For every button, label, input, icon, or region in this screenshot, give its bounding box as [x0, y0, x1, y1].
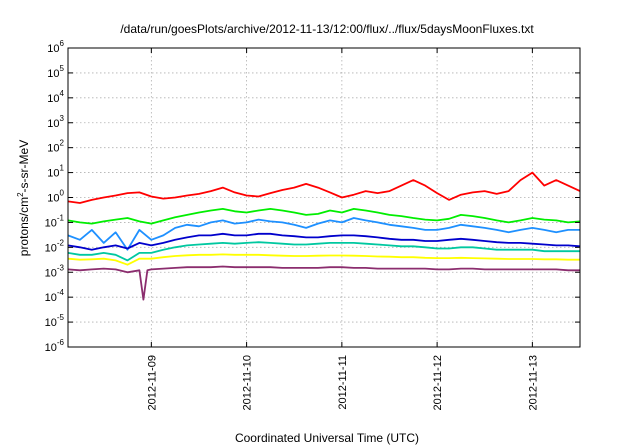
y-tick-label: 10-1 [45, 213, 65, 229]
series-line [67, 171, 581, 204]
y-tick-label-base: 10 [47, 143, 59, 155]
y-tick-label-base: 10 [47, 68, 59, 80]
y-tick-label-exponent: 4 [60, 89, 65, 98]
y-tick-label-base: 10 [45, 217, 57, 229]
x-tick-labels: 2012-11-09 2012-11-10 2012-11-11 2012-11-12… [146, 355, 539, 410]
y-tick-label: 100 [47, 189, 64, 205]
y-tick-label-base: 10 [47, 93, 59, 105]
y-tick-label: 101 [47, 164, 64, 180]
x-tick-label: 2012-11-09 [146, 355, 158, 410]
y-tick-label-base: 10 [45, 267, 57, 279]
series-line [67, 232, 581, 251]
y-tick-label-exponent: -1 [57, 213, 65, 222]
y-axis-title-part-2: -s-sr-MeV [17, 140, 31, 193]
series-line [67, 241, 580, 262]
y-tick-label-exponent: -6 [57, 338, 65, 347]
y-tick-label-base: 10 [45, 317, 57, 329]
y-tick-label-exponent: 2 [60, 139, 65, 148]
y-tick-label: 10-6 [45, 338, 65, 354]
y-tick-label-exponent: 0 [60, 189, 65, 198]
x-tick-label: 2012-11-13 [527, 355, 539, 410]
y-tick-label-exponent: 1 [60, 164, 65, 173]
series-line [67, 265, 580, 301]
x-tick-label: 2012-11-11 [337, 355, 349, 410]
y-tick-label-base: 10 [45, 242, 57, 254]
y-tick-label: 10-4 [45, 288, 65, 304]
y-tick-label: 103 [47, 114, 64, 130]
y-tick-label-base: 10 [45, 342, 57, 354]
y-tick-label-base: 10 [47, 118, 59, 130]
y-tick-label: 102 [47, 139, 64, 155]
x-tick-label: 2012-11-12 [432, 355, 444, 410]
y-tick-label-base: 10 [45, 292, 57, 304]
y-tick-label: 10-5 [45, 313, 65, 329]
y-axis-title: protons/cm2-s-sr-MeV [16, 140, 31, 256]
y-tick-label-base: 10 [47, 193, 59, 205]
y-tick-label-exponent: 6 [60, 39, 65, 48]
chart-title: /data/run/goesPlots/archive/2012-11-13/1… [120, 22, 534, 36]
y-tick-label: 10-2 [45, 238, 65, 254]
ticks [68, 47, 580, 348]
y-tick-label-exponent: 3 [60, 114, 65, 123]
y-tick-label: 104 [47, 89, 64, 105]
y-tick-label-exponent: -4 [57, 288, 65, 297]
series-line [67, 207, 581, 225]
y-tick-label-exponent: -2 [57, 238, 65, 247]
y-tick-label-base: 10 [47, 43, 59, 55]
series-line [67, 217, 580, 251]
y-tick-label: 105 [47, 64, 64, 80]
series-line [67, 253, 580, 266]
y-tick-label-base: 10 [47, 168, 59, 180]
y-tick-label-exponent: 5 [60, 64, 65, 73]
y-axis-title-superscript: 2 [16, 192, 25, 197]
x-tick-label: 2012-11-10 [242, 355, 254, 410]
series-group [67, 171, 581, 301]
x-axis-title: Coordinated Universal Time (UTC) [235, 431, 419, 445]
y-tick-label-exponent: -3 [57, 263, 65, 272]
y-tick-labels: 10-610-510-410-310-210-11001011021031041… [45, 39, 65, 354]
y-tick-label-exponent: -5 [57, 313, 65, 322]
y-axis-title-part-1: protons/cm [17, 197, 31, 256]
y-tick-label: 10-3 [45, 263, 65, 279]
y-tick-label: 106 [47, 39, 64, 55]
